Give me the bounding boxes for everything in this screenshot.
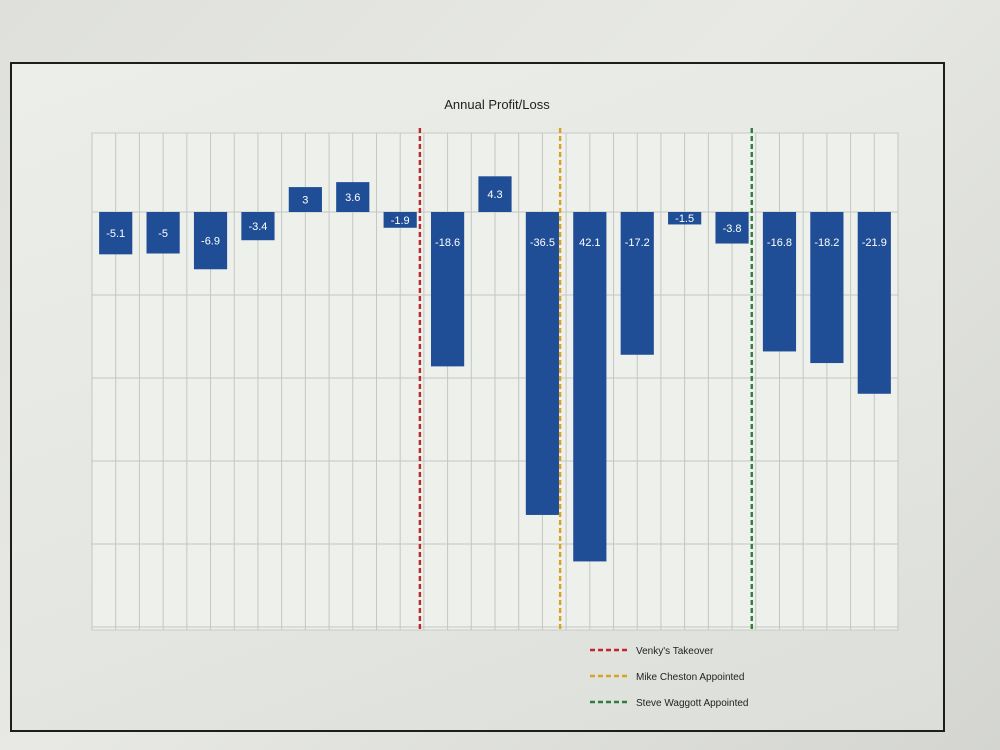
bar-data-label: 3	[302, 195, 308, 207]
bar	[146, 212, 180, 254]
bar-data-label: -18.6	[435, 237, 460, 249]
bar-data-label: -5	[158, 228, 168, 240]
legend-entry: Venky's Takeover	[636, 646, 714, 657]
bar	[857, 212, 891, 394]
bar	[620, 212, 654, 355]
legend: Venky's Takeover Mike Cheston Appointed St…	[590, 646, 749, 709]
bar-data-label: -16.8	[767, 237, 792, 249]
bar	[525, 212, 560, 515]
bar	[193, 212, 228, 270]
bar-data-label: -3.8	[723, 223, 742, 235]
bar-data-label: -21.9	[862, 237, 887, 249]
bar	[478, 176, 512, 212]
bar-data-label: 3.6	[345, 192, 360, 204]
bar-data-label: 42.1	[579, 237, 600, 249]
bar-layer: -5.1 -5 -6.9 -3.4 3 3.6 -1.9 -18.6 4.3 -36.5 42.1 -…	[99, 176, 891, 562]
bar-data-label: -36.5	[530, 237, 555, 249]
bar	[430, 212, 465, 367]
bar	[715, 212, 749, 244]
bar-data-label: -18.2	[814, 237, 839, 249]
bar-data-label: -3.4	[248, 221, 267, 233]
bar	[336, 182, 370, 212]
bar	[668, 212, 702, 225]
bar-data-label: -5.1	[106, 228, 125, 240]
bar-data-label: -1.5	[675, 213, 694, 225]
bar-data-label: -17.2	[625, 237, 650, 249]
legend-entry: Mike Cheston Appointed	[636, 672, 744, 683]
bar	[241, 212, 275, 241]
legend-entry: Steve Waggott Appointed	[636, 698, 749, 709]
bar-data-label: -1.9	[391, 215, 410, 227]
chart-title: Annual Profit/Loss	[444, 97, 550, 112]
bar	[762, 212, 797, 352]
bar-data-label: 4.3	[487, 189, 502, 201]
bar-data-label: -6.9	[201, 236, 220, 248]
annotation-layer	[418, 128, 753, 632]
bar	[288, 187, 322, 212]
bar	[573, 212, 607, 562]
bar	[383, 212, 417, 228]
bar	[810, 212, 844, 364]
bar	[99, 212, 133, 255]
